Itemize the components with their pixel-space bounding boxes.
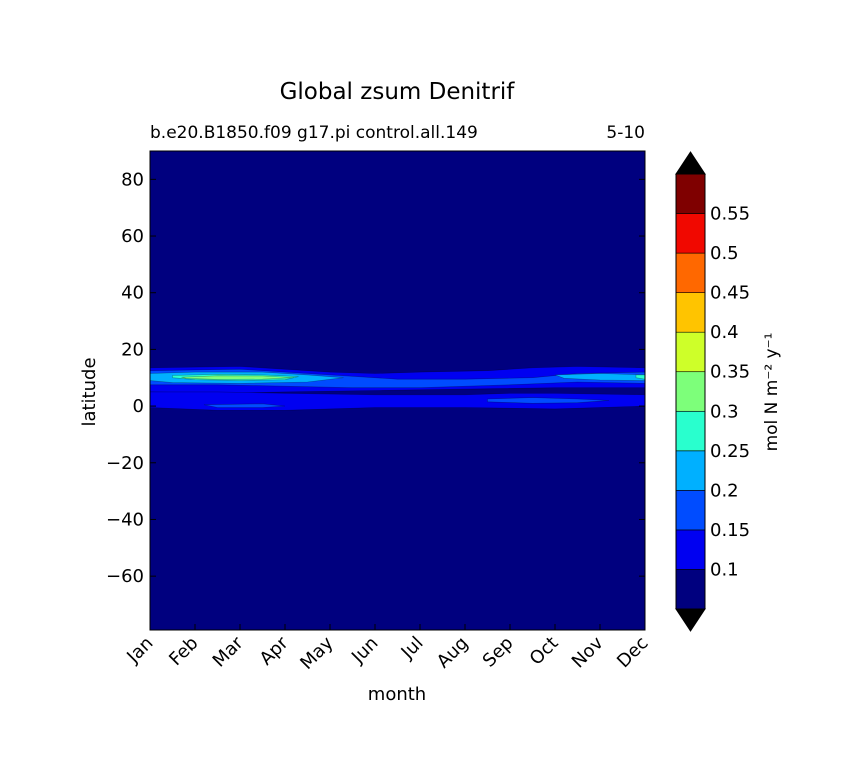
y-tick-label: 20 [121,339,144,360]
colorbar-tick-label: 0.35 [710,362,750,383]
colorbar-label-text: mol N m⁻² y⁻¹ [762,333,782,452]
chart-subtitle-left: b.e20.B1850.f09 g17.pi control.all.149 [150,123,478,143]
y-tick-label: 40 [121,283,144,304]
y-tick-label: 0 [133,396,144,417]
y-tick-label: 60 [121,226,144,247]
plot-frame [149,150,646,631]
x-tick-label: May [296,632,337,673]
y-tick-label: 80 [121,169,144,190]
colorbar-extend-under [675,608,706,632]
colorbar-segment [675,410,706,452]
x-tick-label: Jan [122,633,157,668]
x-tick-label: Feb [165,633,202,670]
contour-bands [150,366,645,411]
x-axis-label: month [368,684,426,705]
colorbar-segment [675,490,706,531]
x-tick-label: Jun [347,633,382,668]
colorbar-segment [675,213,706,254]
colorbar-tick-label: 0.25 [710,441,750,462]
colorbar-extend-over [675,151,706,175]
contour-band-0.25-edge [635,374,645,380]
colorbar-tick-label: 0.15 [710,520,750,541]
colorbar-tick-label: 0.2 [710,480,739,501]
colorbar-label: mol N m⁻² y⁻¹ [762,333,782,452]
colorbar-segment [675,529,706,570]
x-tick-label: Sep [479,633,518,672]
x-tick-label: Dec [613,633,652,672]
colorbar-tick-label: 0.4 [710,322,739,343]
x-tick-label: Apr [256,632,293,669]
x-tick-label: Aug [433,633,473,673]
colorbar: 0.1 0.15 0.2 0.25 0.3 0.35 0.4 0.45 0.5 0.55 [675,151,750,632]
colorbar-segment [675,569,706,610]
chart-title: Global zsum Denitrif [280,79,516,105]
contour-band-0.15-east [487,397,610,404]
contour-band-0.15-equator [203,403,286,408]
contour-band-0.3 [181,375,295,380]
chart-subtitle-right: 5-10 [606,123,645,143]
colorbar-tick-label: 0.1 [710,559,739,580]
colorbar-frame [675,173,706,610]
y-axis: −60 −40 −20 0 20 40 60 80 [106,169,645,587]
x-tick-label: Oct [526,633,563,670]
colorbar-segment [675,173,706,214]
y-tick-label: −40 [106,509,144,530]
colorbar-segment [675,292,706,333]
y-axis-label: latitude [79,357,100,426]
colorbar-segment [675,371,706,412]
x-tick-label: Nov [568,632,608,672]
y-tick-label: −20 [106,453,144,474]
colorbar-tick-label: 0.5 [710,243,739,264]
colorbar-tick-label: 0.45 [710,283,750,304]
plot-area [149,150,646,631]
colorbar-segment [675,331,706,373]
colorbar-segment [675,450,706,491]
x-tick-label: Mar [209,632,248,671]
y-tick-label: −60 [106,566,144,587]
colorbar-segment [675,252,706,293]
contour-band-0.2-east [554,373,645,381]
x-axis: Jan Feb Mar Apr May Jun Jul Aug Sep Oct Nov Dec [122,624,653,674]
colorbar-tick-label: 0.55 [710,204,750,225]
colorbar-tick-label: 0.3 [710,401,739,422]
x-tick-label: Jul [397,633,428,664]
